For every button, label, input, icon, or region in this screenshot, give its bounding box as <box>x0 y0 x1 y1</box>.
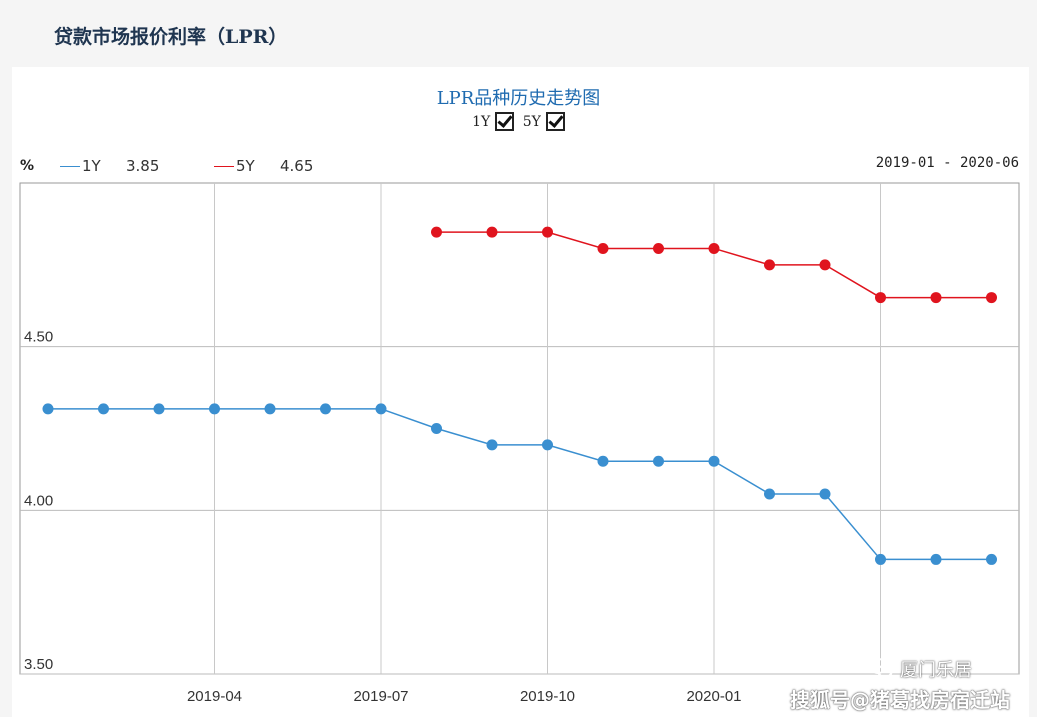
data-point-1y <box>98 403 109 415</box>
data-point-1y <box>597 455 609 467</box>
watermark-source: 厦门乐居 <box>900 660 972 681</box>
x-tick-label: 2019-10 <box>520 688 575 705</box>
chart-card <box>12 67 1029 717</box>
data-point-1y <box>653 455 664 467</box>
legend-1y-name: 1Y <box>82 157 101 175</box>
toggle-5y-label: 5Y <box>522 113 541 130</box>
toggle-5y[interactable]: 5Y <box>523 112 565 131</box>
data-point-1y <box>542 439 553 451</box>
data-point-1y <box>708 455 720 467</box>
x-tick-label: 2020-01 <box>686 688 741 705</box>
data-point-1y <box>153 403 165 415</box>
data-point-1y <box>431 423 442 434</box>
legend-1y-swatch <box>60 165 80 167</box>
data-point-5y <box>431 226 442 238</box>
x-tick-label: 2019-07 <box>353 688 408 705</box>
data-point-5y <box>542 226 553 238</box>
series-toggles: 1Y 5Y <box>0 112 1037 131</box>
data-point-5y <box>930 292 942 304</box>
data-point-1y <box>875 553 886 565</box>
data-point-5y <box>653 242 664 254</box>
data-point-1y <box>264 403 276 415</box>
data-point-1y <box>764 488 775 500</box>
data-point-1y <box>320 403 331 415</box>
toggle-1y-checkbox[interactable] <box>495 112 515 131</box>
data-point-5y <box>597 242 609 254</box>
x-tick-label: 2019-04 <box>187 688 242 705</box>
legend-5y[interactable]: 5Y 4.65 <box>214 157 313 175</box>
data-point-1y <box>986 553 997 565</box>
data-point-5y <box>708 242 720 254</box>
data-point-5y <box>875 292 886 304</box>
plot-frame <box>19 182 1020 675</box>
toggle-5y-checkbox[interactable] <box>545 112 565 131</box>
legend-1y-value: 3.85 <box>126 157 160 175</box>
legend-5y-swatch <box>214 165 234 167</box>
wechat-icon <box>868 658 893 678</box>
data-point-1y <box>375 403 387 415</box>
legend-5y-value: 4.65 <box>280 157 314 175</box>
legend-5y-name: 5Y <box>236 157 255 175</box>
data-point-1y <box>930 553 942 565</box>
data-point-5y <box>486 226 498 238</box>
data-point-1y <box>486 439 498 451</box>
chart-title: LPR品种历史走势图 <box>436 88 601 109</box>
data-point-1y <box>42 403 54 415</box>
date-range: 2019-01 - 2020-06 <box>875 155 1019 171</box>
legend-1y[interactable]: 1Y 3.85 <box>60 157 159 175</box>
data-point-5y <box>986 292 997 304</box>
toggle-1y-label: 1Y <box>472 113 491 130</box>
y-unit-label: % <box>20 158 35 174</box>
y-tick-label: 3.50 <box>24 656 53 673</box>
data-point-1y <box>209 403 220 415</box>
y-tick-label: 4.00 <box>24 492 53 509</box>
data-point-5y <box>819 259 831 271</box>
y-tick-label: 4.50 <box>24 329 53 346</box>
data-point-1y <box>819 488 831 500</box>
data-point-5y <box>764 259 775 271</box>
watermark-author: 搜狐号@猪葛找房宿迁站 <box>790 688 1010 712</box>
page-heading: 贷款市场报价利率（LPR） <box>54 26 288 48</box>
toggle-1y[interactable]: 1Y <box>472 112 515 131</box>
series-line-1y <box>48 408 992 561</box>
